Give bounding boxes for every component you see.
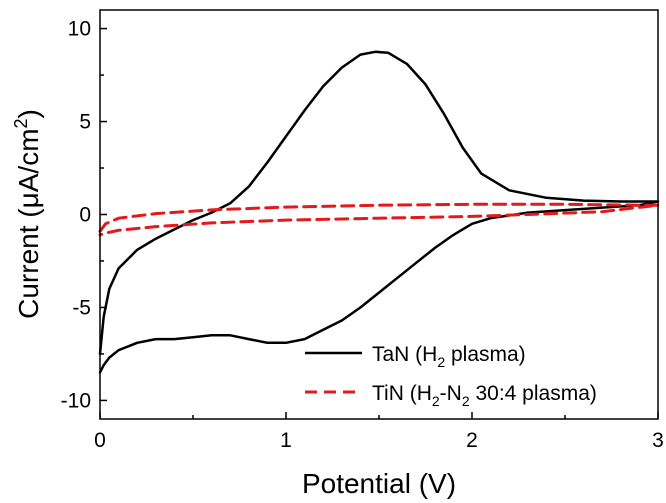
- y-axis-label: Current (μA/cm2): [11, 109, 44, 319]
- legend-tin-mid: -N: [440, 382, 462, 405]
- legend: TaN (H2 plasma) TiN (H2-N2 30:4 plasma): [305, 343, 597, 409]
- series-line-0: [98, 50, 660, 374]
- y-axis-label-close: ): [13, 109, 44, 118]
- legend-tan-pre: TaN (H: [372, 343, 437, 366]
- axis-ticks: [99, 27, 659, 419]
- legend-tin-pre: TiN (H: [372, 382, 432, 405]
- y-tick-label: -5: [72, 296, 91, 319]
- y-axis-label-superscript: 2: [11, 118, 31, 128]
- legend-tan-post: plasma): [445, 343, 526, 366]
- x-axis-label: Potential (V): [302, 468, 456, 499]
- y-axis-label-main: Current (μA/cm: [13, 128, 44, 318]
- legend-tin-sub2: 2: [462, 393, 470, 409]
- legend-label-tan: TaN (H2 plasma): [372, 343, 526, 370]
- legend-tan-sub: 2: [437, 354, 445, 370]
- plot-lines: [98, 50, 660, 374]
- axis-tick-labels: 0 1 2 3 -10 -5 0 5 10: [61, 18, 664, 452]
- x-tick-label: 2: [466, 429, 478, 452]
- y-tick-label: 0: [79, 204, 91, 227]
- x-tick-label: 3: [652, 429, 664, 452]
- legend-tin-post: 30:4 plasma): [470, 382, 597, 405]
- y-tick-label: 10: [68, 18, 91, 41]
- x-tick-label: 1: [280, 429, 292, 452]
- y-tick-label: -10: [61, 389, 91, 412]
- legend-label-tin: TiN (H2-N2 30:4 plasma): [372, 382, 597, 409]
- y-tick-label: 5: [79, 111, 91, 134]
- x-tick-label: 0: [94, 429, 106, 452]
- legend-tin-sub1: 2: [432, 393, 440, 409]
